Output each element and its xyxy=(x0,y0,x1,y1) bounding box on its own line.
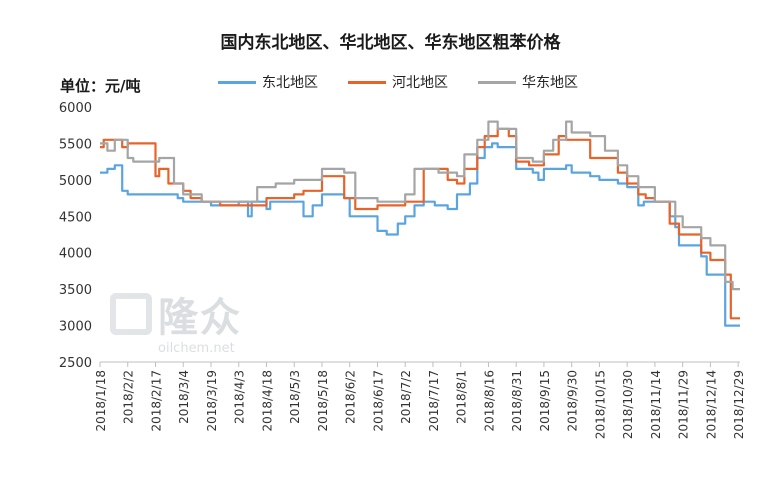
x-tick-label: 2018/4/3 xyxy=(233,370,247,424)
x-tick-label: 2018/4/18 xyxy=(260,370,274,432)
x-tick-label: 2018/8/31 xyxy=(510,370,524,432)
x-tick-label: 2018/1/18 xyxy=(94,370,108,432)
x-tick-label: 2018/7/2 xyxy=(399,370,413,424)
x-tick-label: 2018/11/14 xyxy=(649,370,663,439)
x-tick-label: 2018/7/17 xyxy=(427,370,441,432)
y-tick-label: 4500 xyxy=(59,210,92,225)
watermark-logo-icon xyxy=(110,293,152,335)
y-tick-label: 5000 xyxy=(59,174,92,189)
watermark-brand: 隆众 xyxy=(158,295,242,341)
x-tick-label: 2018/5/18 xyxy=(316,370,330,432)
legend-swatch-dongbei xyxy=(218,80,256,84)
legend: 东北地区 河北地区 华东地区 xyxy=(218,72,578,92)
legend-label-hebei: 河北地区 xyxy=(392,75,448,91)
x-tick-label: 2018/12/29 xyxy=(732,370,746,439)
x-tick-label: 2018/9/30 xyxy=(566,370,580,432)
legend-swatch-huadong xyxy=(478,80,516,84)
x-tick-label: 2018/12/14 xyxy=(704,370,718,439)
x-tick-label: 2018/3/4 xyxy=(177,370,191,424)
x-tick-label: 2018/8/16 xyxy=(482,370,496,432)
legend-item-hebei: 河北地区 xyxy=(348,72,448,92)
y-tick-label: 4000 xyxy=(59,247,92,262)
legend-item-dongbei: 东北地区 xyxy=(218,72,318,92)
watermark-url: oilchem.net xyxy=(158,341,235,356)
x-tick-label: 2018/3/19 xyxy=(205,370,219,432)
x-tick-label: 2018/8/1 xyxy=(455,370,469,424)
x-tick-label: 2018/6/2 xyxy=(344,370,358,424)
y-tick-label: 3500 xyxy=(59,283,92,298)
y-tick-label: 3000 xyxy=(59,320,92,335)
x-tick-label: 2018/10/30 xyxy=(621,370,635,439)
chart-title: 国内东北地区、华北地区、华东地区粗苯价格 xyxy=(220,33,561,53)
unit-label: 单位：元/吨 xyxy=(60,77,141,95)
series-line-huadong xyxy=(100,120,740,291)
x-tick-label: 2018/11/29 xyxy=(677,370,691,439)
y-tick-label: 6000 xyxy=(59,101,92,116)
x-tick-label: 2018/9/15 xyxy=(538,370,552,432)
y-tick-label: 2500 xyxy=(59,356,92,371)
watermark-logo: 隆众 xyxy=(110,285,242,343)
watermark: 隆众 oilchem.net xyxy=(110,285,242,356)
legend-swatch-hebei xyxy=(348,80,386,84)
x-tick-label: 2018/2/17 xyxy=(149,370,163,432)
y-tick-label: 5500 xyxy=(59,137,92,152)
legend-label-dongbei: 东北地区 xyxy=(262,75,318,91)
legend-label-huadong: 华东地区 xyxy=(522,75,578,91)
legend-item-huadong: 华东地区 xyxy=(478,72,578,92)
x-tick-label: 2018/2/2 xyxy=(122,370,136,424)
x-tick-label: 2018/6/17 xyxy=(371,370,385,432)
x-tick-label: 2018/5/3 xyxy=(288,370,302,424)
x-tick-label: 2018/10/15 xyxy=(593,370,607,439)
